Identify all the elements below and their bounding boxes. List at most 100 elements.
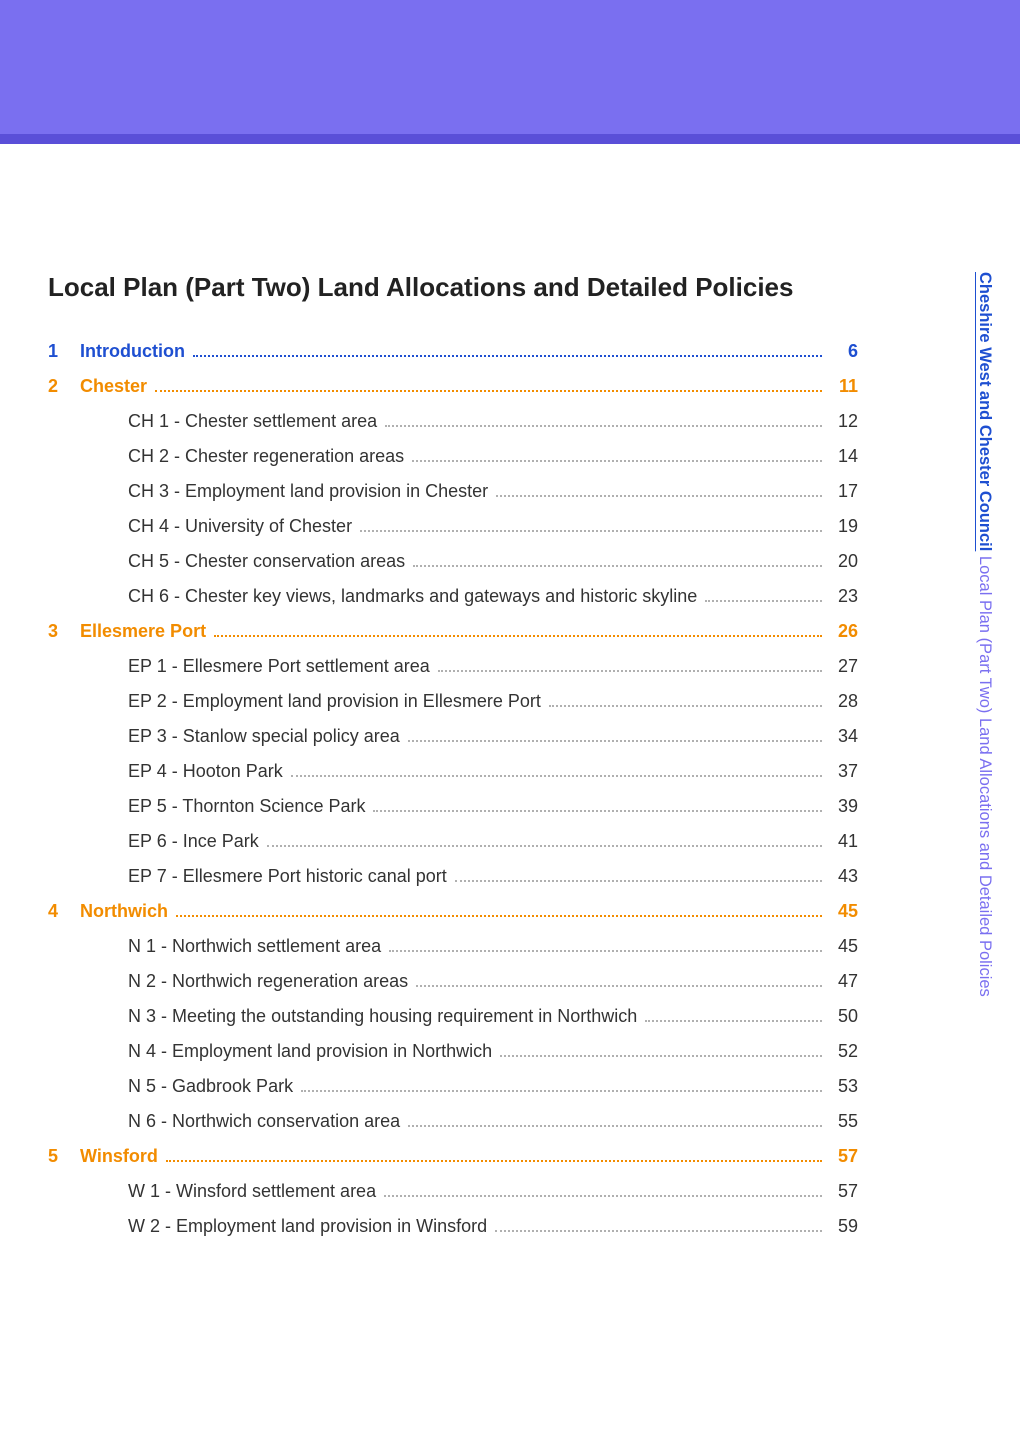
toc-sub-item: CH 2 - Chester regeneration areas 14 bbox=[48, 446, 858, 467]
table-of-contents: 1Introduction 6 2Chester 11 CH 1 - Chester s… bbox=[48, 341, 858, 1237]
toc-sub-label: CH 5 - Chester conservation areas bbox=[128, 551, 409, 572]
toc-section-num: 4 bbox=[48, 901, 80, 922]
toc-sub-item: N 1 - Northwich settlement area45 bbox=[48, 936, 858, 957]
toc-dots bbox=[301, 1090, 822, 1092]
toc-section-page: 6 bbox=[828, 341, 858, 362]
toc-sub-page: 19 bbox=[828, 516, 858, 537]
toc-sub-item: CH 1 - Chester settlement area 12 bbox=[48, 411, 858, 432]
toc-sub-label: EP 4 - Hooton Park bbox=[128, 761, 287, 782]
toc-sub-page: 55 bbox=[828, 1111, 858, 1132]
toc-dots bbox=[408, 1125, 822, 1127]
toc-sub-page: 34 bbox=[828, 726, 858, 747]
toc-section-label: Chester bbox=[80, 376, 151, 397]
toc-dots bbox=[384, 1195, 822, 1197]
toc-sub-item: N 2 - Northwich regeneration areas 47 bbox=[48, 971, 858, 992]
toc-sub-page: 27 bbox=[828, 656, 858, 677]
toc-sub-label: EP 5 - Thornton Science Park bbox=[128, 796, 369, 817]
toc-section: 1Introduction 6 bbox=[48, 341, 858, 362]
toc-section-num: 1 bbox=[48, 341, 80, 362]
toc-sub-label: N 6 - Northwich conservation area bbox=[128, 1111, 404, 1132]
toc-sub-item: EP 1 - Ellesmere Port settlement area27 bbox=[48, 656, 858, 677]
toc-sub-page: 52 bbox=[828, 1041, 858, 1062]
toc-section-page: 57 bbox=[828, 1146, 858, 1167]
toc-sub-page: 17 bbox=[828, 481, 858, 502]
toc-sub-item: CH 5 - Chester conservation areas 20 bbox=[48, 551, 858, 572]
toc-dots bbox=[360, 530, 822, 532]
toc-sub-item: N 5 - Gadbrook Park 53 bbox=[48, 1076, 858, 1097]
toc-section-num: 5 bbox=[48, 1146, 80, 1167]
toc-sub-item: EP 7 - Ellesmere Port historic canal por… bbox=[48, 866, 858, 887]
side-text-council: Cheshire West and Chester Council bbox=[976, 272, 994, 551]
toc-sub-label: N 1 - Northwich settlement area bbox=[128, 936, 385, 957]
toc-dots bbox=[496, 495, 822, 497]
toc-dots bbox=[373, 810, 822, 812]
toc-dots bbox=[500, 1055, 822, 1057]
toc-section-page: 26 bbox=[828, 621, 858, 642]
toc-dots bbox=[408, 740, 822, 742]
header-band bbox=[0, 0, 1020, 144]
toc-dots bbox=[291, 775, 822, 777]
toc-sub-label: CH 6 - Chester key views, landmarks and … bbox=[128, 586, 701, 607]
toc-sub-item: N 4 - Employment land provision in North… bbox=[48, 1041, 858, 1062]
toc-sub-page: 20 bbox=[828, 551, 858, 572]
toc-sub-label: EP 2 - Employment land provision in Elle… bbox=[128, 691, 545, 712]
toc-sub-label: EP 7 - Ellesmere Port historic canal por… bbox=[128, 866, 451, 887]
toc-sub-page: 14 bbox=[828, 446, 858, 467]
toc-sub-item: EP 3 - Stanlow special policy area34 bbox=[48, 726, 858, 747]
toc-dots bbox=[705, 600, 822, 602]
toc-sub-label: CH 1 - Chester settlement area bbox=[128, 411, 381, 432]
toc-section-label: Introduction bbox=[80, 341, 189, 362]
toc-sub-label: W 1 - Winsford settlement area bbox=[128, 1181, 380, 1202]
toc-section: 4Northwich45 bbox=[48, 901, 858, 922]
toc-sub-item: EP 4 - Hooton Park 37 bbox=[48, 761, 858, 782]
toc-dots bbox=[166, 1160, 822, 1162]
side-text-title: Local Plan (Part Two) Land Allocations a… bbox=[976, 551, 994, 996]
toc-section-num: 2 bbox=[48, 376, 80, 397]
toc-sub-page: 50 bbox=[828, 1006, 858, 1027]
toc-section: 3Ellesmere Port26 bbox=[48, 621, 858, 642]
toc-sub-page: 12 bbox=[828, 411, 858, 432]
toc-section: 5Winsford57 bbox=[48, 1146, 858, 1167]
toc-sub-item: W 2 - Employment land provision in Winsf… bbox=[48, 1216, 858, 1237]
toc-sub-item: W 1 - Winsford settlement area 57 bbox=[48, 1181, 858, 1202]
toc-dots bbox=[412, 460, 822, 462]
toc-sub-page: 37 bbox=[828, 761, 858, 782]
toc-sub-page: 53 bbox=[828, 1076, 858, 1097]
toc-sub-page: 39 bbox=[828, 796, 858, 817]
toc-sub-page: 47 bbox=[828, 971, 858, 992]
toc-sub-page: 41 bbox=[828, 831, 858, 852]
toc-sub-item: EP 2 - Employment land provision in Elle… bbox=[48, 691, 858, 712]
toc-section-num: 3 bbox=[48, 621, 80, 642]
toc-dots bbox=[214, 635, 822, 637]
toc-dots bbox=[193, 355, 822, 357]
page-title: Local Plan (Part Two) Land Allocations a… bbox=[48, 272, 858, 303]
toc-sub-item: EP 5 - Thornton Science Park 39 bbox=[48, 796, 858, 817]
toc-sub-item: CH 6 - Chester key views, landmarks and … bbox=[48, 586, 858, 607]
toc-dots bbox=[389, 950, 822, 952]
toc-sub-item: N 3 - Meeting the outstanding housing re… bbox=[48, 1006, 858, 1027]
toc-dots bbox=[495, 1230, 822, 1232]
content-area: Local Plan (Part Two) Land Allocations a… bbox=[48, 272, 858, 1251]
toc-sub-label: N 5 - Gadbrook Park bbox=[128, 1076, 297, 1097]
toc-sub-label: N 2 - Northwich regeneration areas bbox=[128, 971, 412, 992]
toc-section-page: 11 bbox=[828, 376, 858, 397]
toc-dots bbox=[438, 670, 822, 672]
toc-sub-item: EP 6 - Ince Park41 bbox=[48, 831, 858, 852]
toc-dots bbox=[455, 880, 822, 882]
toc-sub-item: N 6 - Northwich conservation area 55 bbox=[48, 1111, 858, 1132]
toc-dots bbox=[549, 705, 822, 707]
toc-sub-item: CH 4 - University of Chester19 bbox=[48, 516, 858, 537]
side-text: Cheshire West and Chester Council Local … bbox=[975, 272, 994, 997]
toc-dots bbox=[645, 1020, 822, 1022]
toc-dots bbox=[267, 845, 822, 847]
toc-sub-label: CH 2 - Chester regeneration areas bbox=[128, 446, 408, 467]
toc-dots bbox=[385, 425, 822, 427]
toc-sub-label: W 2 - Employment land provision in Winsf… bbox=[128, 1216, 491, 1237]
toc-sub-page: 23 bbox=[828, 586, 858, 607]
toc-section-label: Northwich bbox=[80, 901, 172, 922]
toc-section: 2Chester 11 bbox=[48, 376, 858, 397]
toc-sub-page: 57 bbox=[828, 1181, 858, 1202]
toc-sub-item: CH 3 - Employment land provision in Ches… bbox=[48, 481, 858, 502]
toc-sub-label: CH 3 - Employment land provision in Ches… bbox=[128, 481, 492, 502]
toc-dots bbox=[155, 390, 822, 392]
